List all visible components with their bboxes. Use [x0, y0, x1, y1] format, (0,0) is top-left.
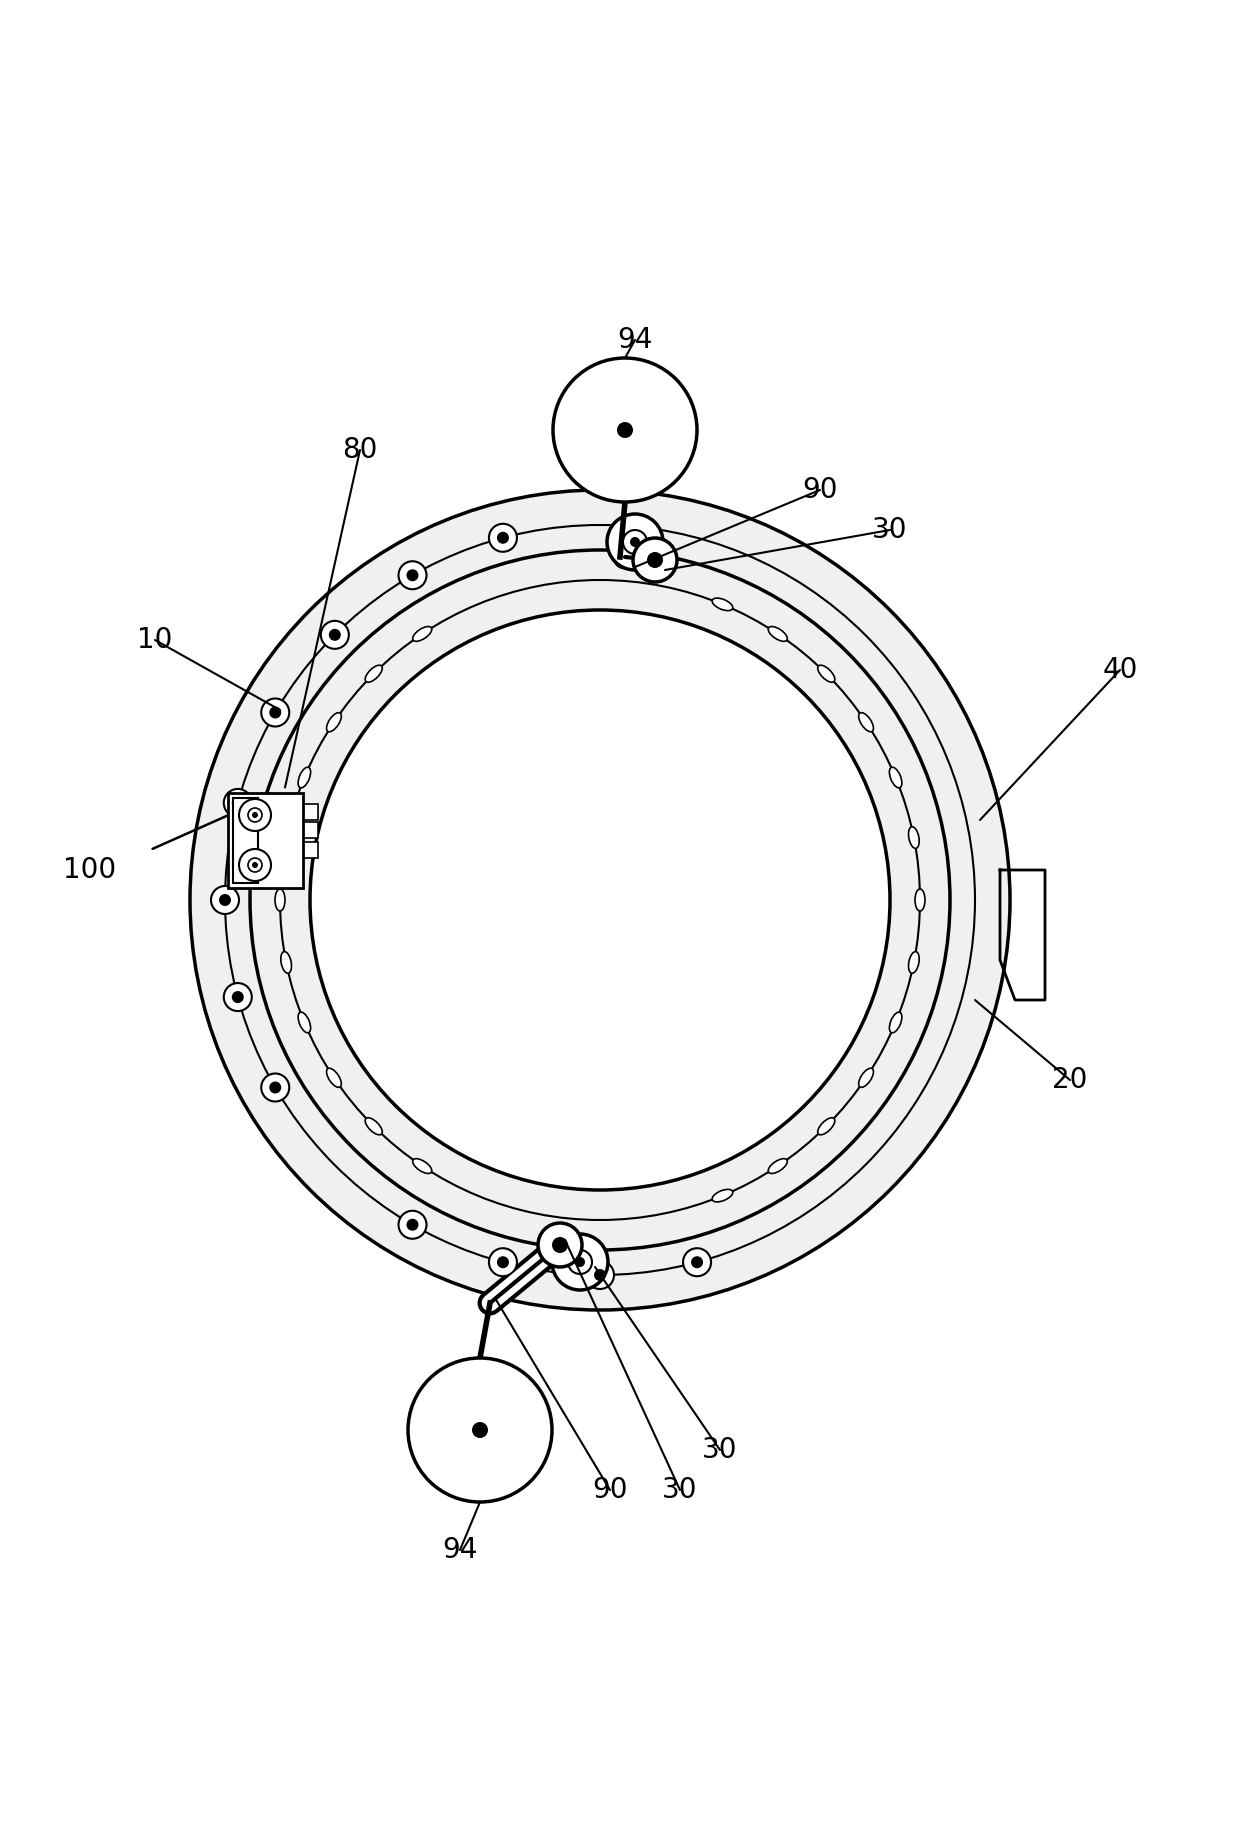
Circle shape [232, 796, 244, 809]
Circle shape [252, 862, 258, 868]
Text: 94: 94 [443, 1536, 477, 1563]
Text: 90: 90 [802, 475, 838, 505]
Ellipse shape [280, 828, 291, 848]
Text: 10: 10 [138, 626, 172, 653]
Circle shape [398, 1211, 427, 1239]
Circle shape [407, 569, 419, 582]
Text: 20: 20 [1053, 1066, 1087, 1094]
Ellipse shape [366, 1118, 382, 1134]
Circle shape [497, 532, 508, 543]
Ellipse shape [817, 664, 835, 683]
Bar [298, 822, 317, 839]
Circle shape [269, 1081, 281, 1094]
Circle shape [321, 620, 348, 650]
Circle shape [538, 1222, 582, 1266]
Circle shape [489, 523, 517, 552]
Circle shape [691, 1257, 703, 1268]
Text: 100: 100 [63, 855, 117, 884]
Text: 40: 40 [1102, 655, 1137, 684]
Ellipse shape [298, 1013, 310, 1033]
Ellipse shape [889, 767, 901, 787]
Ellipse shape [909, 952, 919, 973]
Circle shape [618, 422, 632, 439]
Circle shape [568, 1250, 591, 1273]
Circle shape [489, 1248, 517, 1275]
Bar [298, 804, 317, 820]
Bar [227, 793, 303, 888]
Ellipse shape [712, 598, 733, 611]
Ellipse shape [366, 664, 382, 683]
Circle shape [552, 1233, 608, 1290]
Circle shape [407, 1218, 419, 1231]
Ellipse shape [915, 888, 925, 910]
Ellipse shape [275, 888, 285, 910]
Text: 80: 80 [342, 437, 378, 464]
Circle shape [239, 850, 272, 881]
Ellipse shape [326, 712, 341, 732]
Circle shape [262, 1073, 289, 1101]
Circle shape [211, 886, 239, 914]
Circle shape [262, 699, 289, 727]
Circle shape [608, 514, 663, 571]
Circle shape [190, 490, 1011, 1310]
Circle shape [472, 1422, 489, 1439]
Circle shape [647, 552, 663, 569]
Ellipse shape [326, 1068, 341, 1088]
Circle shape [622, 530, 647, 554]
Ellipse shape [280, 952, 291, 973]
Circle shape [632, 538, 677, 582]
Circle shape [269, 706, 281, 719]
Ellipse shape [769, 1158, 787, 1173]
Circle shape [575, 1257, 585, 1266]
Bar [298, 842, 317, 859]
Ellipse shape [858, 1068, 873, 1088]
Circle shape [252, 813, 258, 818]
Ellipse shape [769, 626, 787, 640]
Circle shape [587, 1261, 614, 1288]
Text: 94: 94 [618, 327, 652, 354]
Ellipse shape [712, 1189, 733, 1202]
Bar [233, 798, 258, 883]
Circle shape [408, 1358, 552, 1503]
Text: 30: 30 [872, 516, 908, 543]
Ellipse shape [858, 712, 873, 732]
Ellipse shape [413, 626, 432, 640]
Circle shape [248, 807, 262, 822]
Ellipse shape [889, 1013, 901, 1033]
Circle shape [683, 1248, 711, 1275]
Circle shape [219, 894, 231, 906]
Circle shape [248, 859, 262, 872]
Circle shape [329, 629, 341, 640]
Circle shape [594, 1270, 606, 1281]
Text: 90: 90 [593, 1475, 627, 1505]
Ellipse shape [817, 1118, 835, 1134]
Ellipse shape [413, 1158, 432, 1173]
Circle shape [223, 789, 252, 817]
Text: 30: 30 [702, 1437, 738, 1464]
Circle shape [552, 1237, 568, 1253]
Circle shape [232, 991, 244, 1004]
Circle shape [553, 358, 697, 503]
Circle shape [398, 562, 427, 589]
Ellipse shape [909, 828, 919, 848]
Circle shape [223, 984, 252, 1011]
Ellipse shape [298, 767, 310, 787]
Circle shape [630, 538, 640, 547]
Text: 30: 30 [662, 1475, 698, 1505]
Circle shape [239, 798, 272, 831]
Circle shape [497, 1257, 508, 1268]
Circle shape [310, 609, 890, 1191]
